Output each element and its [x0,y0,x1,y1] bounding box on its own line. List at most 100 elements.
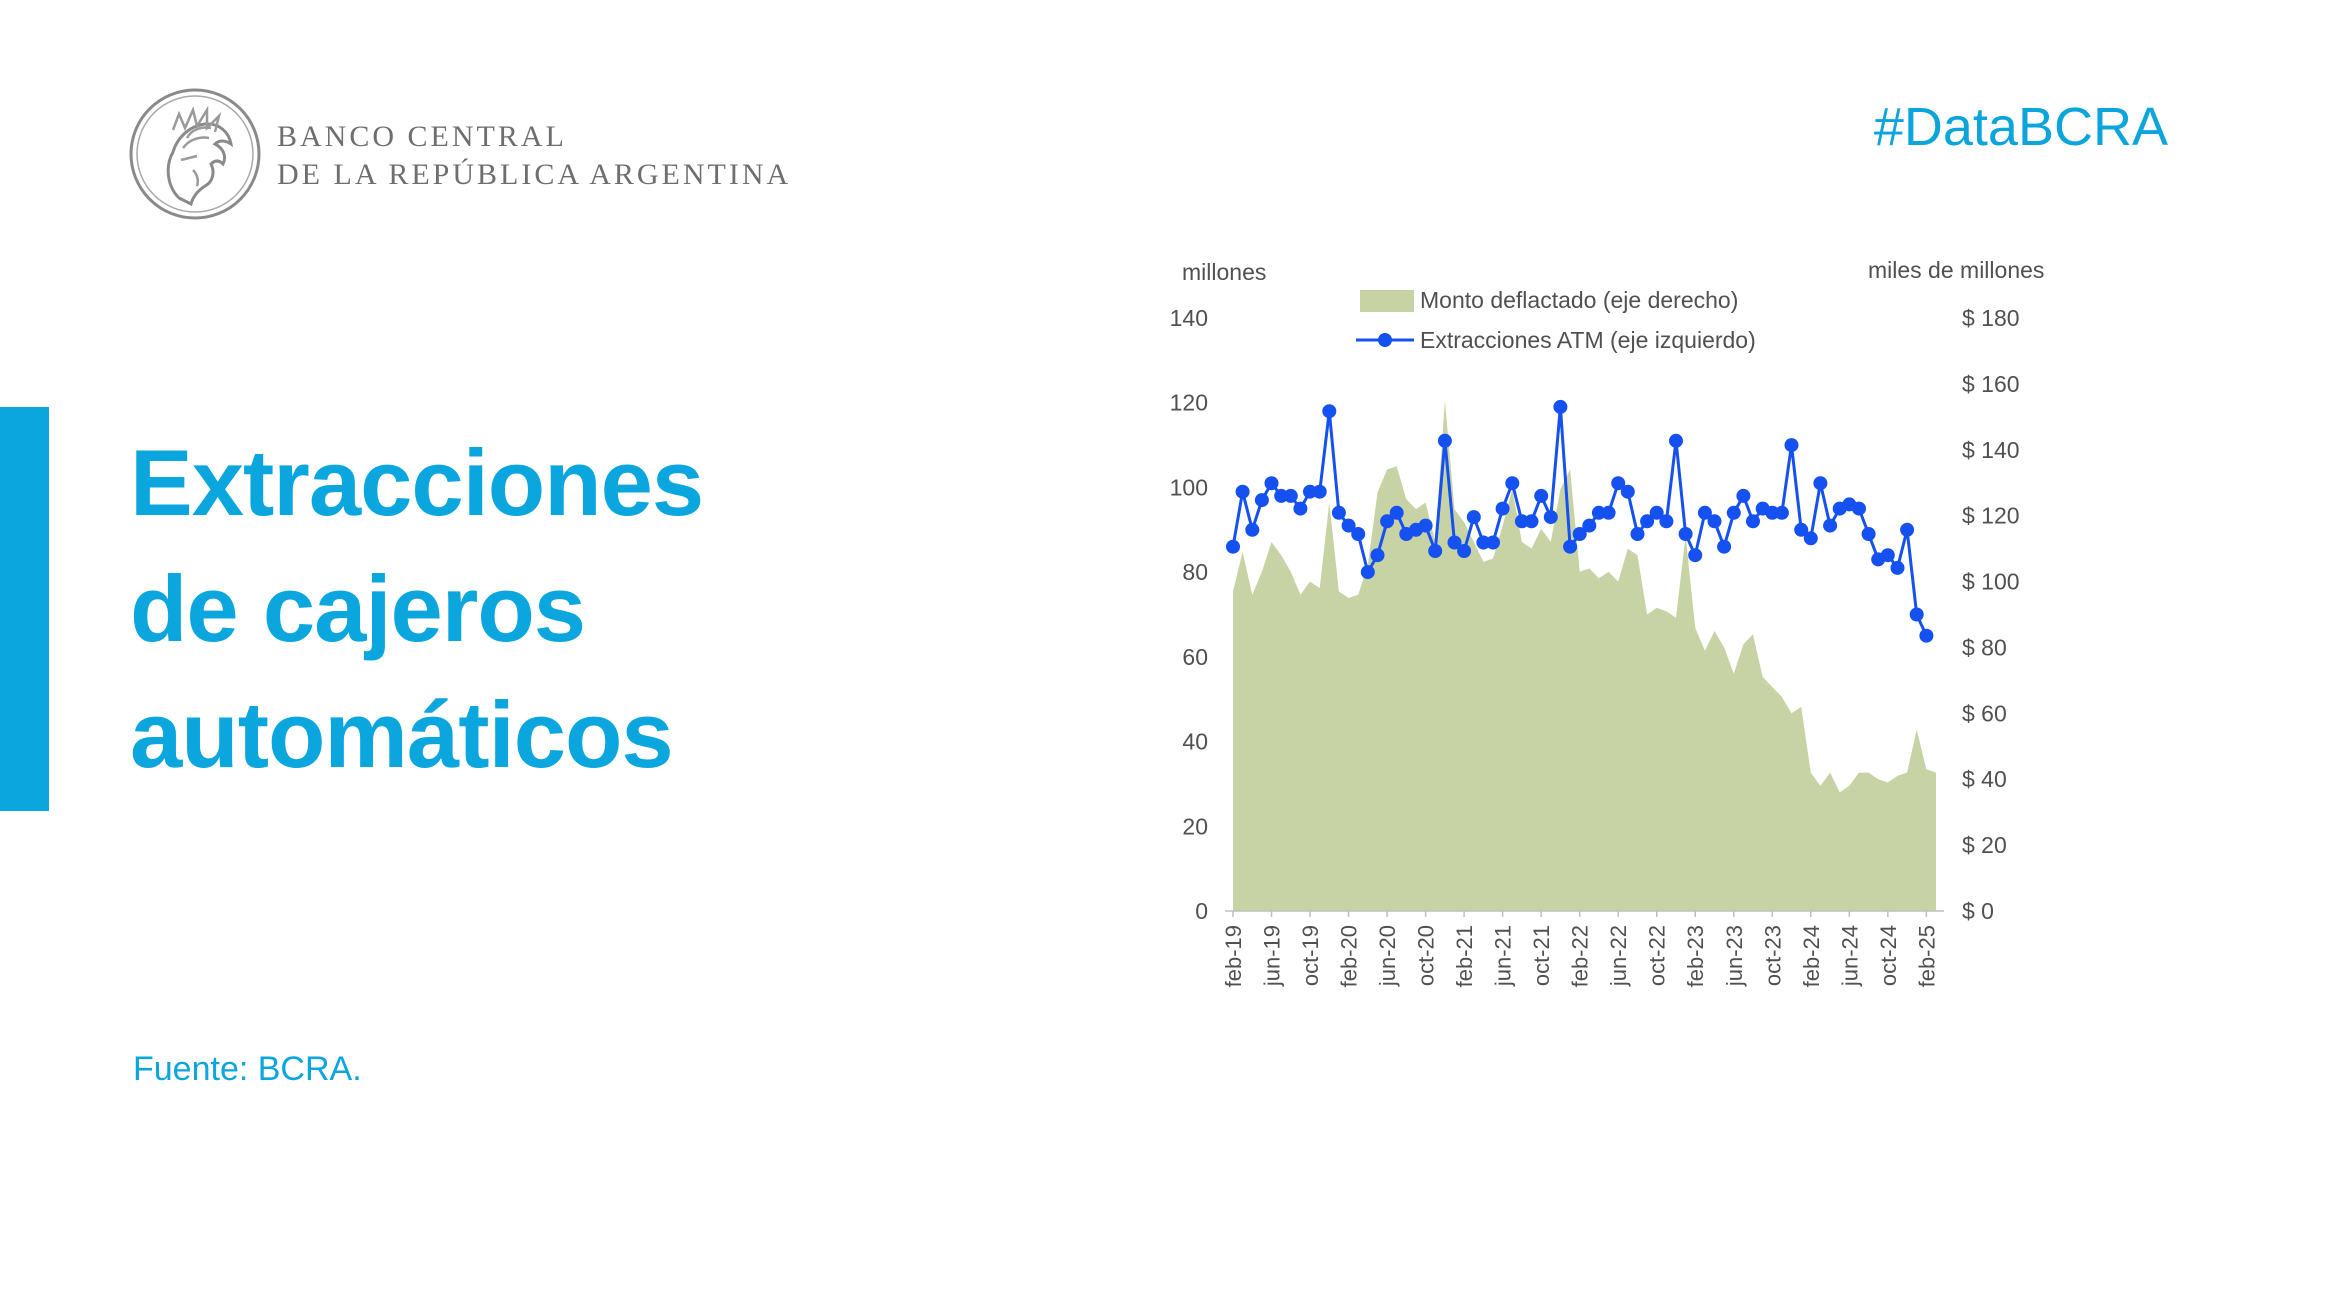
atm-point [1688,548,1703,563]
left-tick-label: 40 [1182,729,1208,755]
atm-point [1803,531,1818,546]
atm-point [1890,560,1905,575]
atm-point [1303,484,1317,499]
left-tick-label: 100 [1170,474,1208,500]
atm-point [1774,505,1789,520]
right-tick-label: $ 100 [1962,569,2020,595]
atm-point [1553,399,1568,414]
atm-point [1726,505,1741,520]
x-tick-label: feb-24 [1799,925,1824,987]
atm-point [1823,518,1838,533]
x-tick-label: feb-20 [1337,925,1362,987]
atm-point [1669,433,1683,448]
x-tick-label: oct-22 [1645,925,1670,986]
atm-point [1254,493,1269,508]
atm-point [1659,514,1674,529]
atm-point [1765,505,1780,520]
atm-point [1428,544,1443,558]
left-axis-unit: millones [1182,259,1266,285]
atm-point [1572,527,1587,541]
x-tick-label: jun-21 [1491,925,1516,987]
atm-point [1370,548,1385,563]
atm-point [1418,518,1433,533]
right-tick-label: $ 180 [1962,305,2020,331]
x-axis-ticks: feb-19 jun-19 oct-19 feb-20 jun-20 oct-20 feb-… [1221,925,1939,987]
legend-area-swatch [1360,290,1414,312]
atm-point [1322,404,1337,419]
title-line-3: automáticos [130,682,674,787]
right-tick-label: $ 0 [1962,898,1994,924]
atm-point [1360,565,1375,580]
x-tick-label: jun-22 [1606,925,1631,987]
atm-point [1601,505,1616,520]
atm-point [1909,607,1924,622]
left-tick-label: 20 [1182,813,1208,839]
atm-point [1736,488,1751,503]
right-axis-ticks: $ 0 $ 20 $ 40 $ 60 $ 80 $ 100 $ 120 $ 140 $ 160 $… [1962,305,2020,924]
atm-point [1900,522,1915,537]
amount-area-layer [1233,400,1936,911]
right-tick-label: $ 160 [1962,371,2020,397]
atm-point [1784,438,1799,453]
atm-point [1495,501,1510,516]
right-tick-label: $ 140 [1962,437,2020,463]
logo-text-line2: DE LA REPÚBLICA ARGENTINA [277,158,792,191]
atm-point [1880,548,1895,563]
amount-area [1233,400,1936,911]
left-tick-label: 140 [1170,305,1208,331]
right-tick-label: $ 60 [1962,700,2007,726]
atm-point [1697,505,1712,520]
atm-point [1524,514,1539,529]
atm-point [1331,505,1346,520]
atm-point [1620,484,1635,499]
atm-point [1534,488,1549,503]
right-axis-unit: miles de millones [1868,257,2044,283]
atm-point [1476,535,1491,550]
x-tick-label: oct-20 [1414,925,1439,986]
atm-point [1514,514,1529,529]
atm-point [1245,522,1260,537]
left-tick-label: 80 [1182,559,1208,585]
atm-point [1466,510,1481,525]
atm-point [1312,484,1327,499]
legend-line-label: Extracciones ATM (eje izquierdo) [1420,327,1756,353]
left-tick-label: 0 [1195,898,1208,924]
bcra-logo: BANCO CENTRAL DE LA REPÚBLICA ARGENTINA [127,86,807,226]
atm-point [1707,514,1722,529]
axis-layer [1225,910,1944,917]
x-tick-label: feb-25 [1914,925,1939,987]
x-tick-label: oct-23 [1760,925,1785,986]
atm-point [1274,488,1289,503]
logo-text-line1: BANCO CENTRAL [277,120,567,153]
x-tick-label: jun-24 [1837,925,1862,987]
atm-point [1437,433,1452,448]
left-tick-label: 120 [1170,390,1208,416]
chart-legend: Monto deflactado (eje derecho) Extraccio… [1356,287,1756,353]
atm-point [1861,527,1876,541]
accent-bar [0,407,49,811]
atm-point [1794,522,1809,537]
atm-point [1640,514,1655,529]
legend-line-marker [1378,333,1392,347]
atm-point [1630,527,1645,541]
page-title: Extracciones de cajeros automáticos [130,420,704,798]
legend-area-label: Monto deflactado (eje derecho) [1420,287,1738,313]
x-tick-label: oct-24 [1876,925,1901,986]
atm-point [1611,476,1626,491]
x-tick-label: feb-21 [1452,925,1477,987]
atm-point [1264,476,1279,491]
atm-point [1380,514,1395,529]
atm-point [1746,514,1760,529]
atm-points-layer [1226,399,1934,643]
atm-point [1447,535,1462,550]
atm-point [1591,505,1606,520]
right-tick-label: $ 80 [1962,634,2007,660]
x-tick-label: oct-19 [1298,925,1323,986]
title-line-1: Extracciones [130,430,704,535]
x-tick-label: feb-23 [1683,925,1708,987]
atm-point [1486,535,1500,550]
title-line-2: de cajeros [130,556,586,661]
left-tick-label: 60 [1182,644,1208,670]
atm-point [1351,527,1366,541]
